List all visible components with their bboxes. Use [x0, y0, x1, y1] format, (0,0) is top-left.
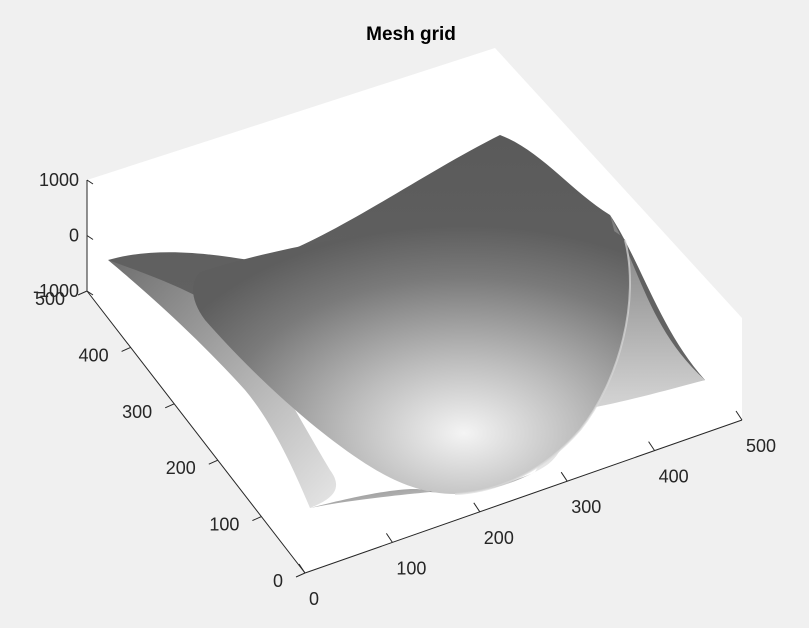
- z-tick-mark: [86, 290, 94, 296]
- x-tick-mark: [473, 502, 481, 513]
- surface-bowl: [193, 217, 630, 495]
- surface-plot: [108, 135, 705, 508]
- y-tick-mark: [208, 459, 219, 465]
- z-tick-mark: [86, 179, 94, 185]
- x-tick-label: 500: [746, 436, 776, 456]
- x-tick-mark: [385, 533, 393, 543]
- x-tick-label: 400: [659, 467, 689, 487]
- x-ticks: 0 100 200 300 400 500: [298, 410, 776, 609]
- x-tick-mark: [560, 471, 568, 482]
- y-tick-label: 500: [35, 289, 65, 309]
- z-tick-label: -1000: [33, 281, 79, 301]
- surface-front-sheet: [310, 472, 535, 508]
- y-ticks: 0 100 200 300 400 500: [35, 289, 306, 591]
- x-axis-line: [304, 419, 743, 574]
- x-tick-label: 200: [484, 528, 514, 548]
- y-tick-label: 200: [166, 458, 196, 478]
- z-tick-mark: [86, 235, 94, 240]
- y-tick-label: 0: [273, 571, 283, 591]
- y-tick-mark: [121, 346, 131, 352]
- surface-left-flank: [108, 260, 337, 508]
- y-axis-line: [86, 290, 306, 574]
- y-tick-label: 300: [122, 402, 152, 422]
- z-tick-label: 0: [69, 226, 79, 246]
- y-tick-mark: [77, 290, 88, 296]
- x-tick-label: 100: [396, 558, 426, 578]
- y-tick-label: 400: [79, 345, 109, 365]
- y-tick-mark: [252, 516, 262, 522]
- x-tick-label: 0: [309, 589, 319, 609]
- z-tick-label: 1000: [39, 170, 79, 190]
- z-ticks: -1000 0 1000: [33, 170, 94, 301]
- y-tick-mark: [164, 403, 175, 409]
- x-tick-mark: [735, 410, 743, 421]
- surface-rim-highlight: [454, 239, 631, 495]
- x-tick-mark: [648, 441, 656, 451]
- y-tick-label: 100: [209, 515, 239, 535]
- chart-title: Mesh grid: [366, 24, 456, 45]
- x-tick-mark: [298, 563, 306, 574]
- y-tick-mark: [295, 572, 306, 578]
- x-tick-label: 300: [571, 497, 601, 517]
